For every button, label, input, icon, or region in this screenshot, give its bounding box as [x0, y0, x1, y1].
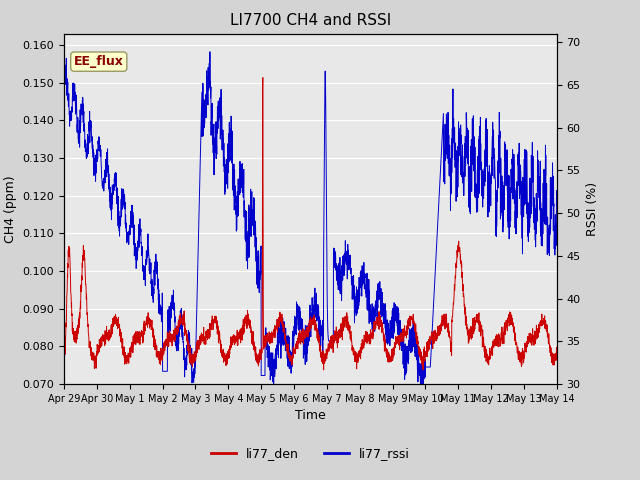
- Y-axis label: CH4 (ppm): CH4 (ppm): [4, 175, 17, 242]
- X-axis label: Time: Time: [295, 409, 326, 422]
- Title: LI7700 CH4 and RSSI: LI7700 CH4 and RSSI: [230, 13, 391, 28]
- Y-axis label: RSSI (%): RSSI (%): [586, 182, 599, 236]
- Text: EE_flux: EE_flux: [74, 55, 124, 68]
- Legend: li77_den, li77_rssi: li77_den, li77_rssi: [206, 443, 415, 465]
